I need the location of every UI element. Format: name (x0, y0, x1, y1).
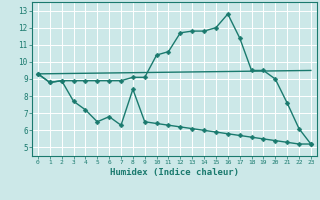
X-axis label: Humidex (Indice chaleur): Humidex (Indice chaleur) (110, 168, 239, 177)
